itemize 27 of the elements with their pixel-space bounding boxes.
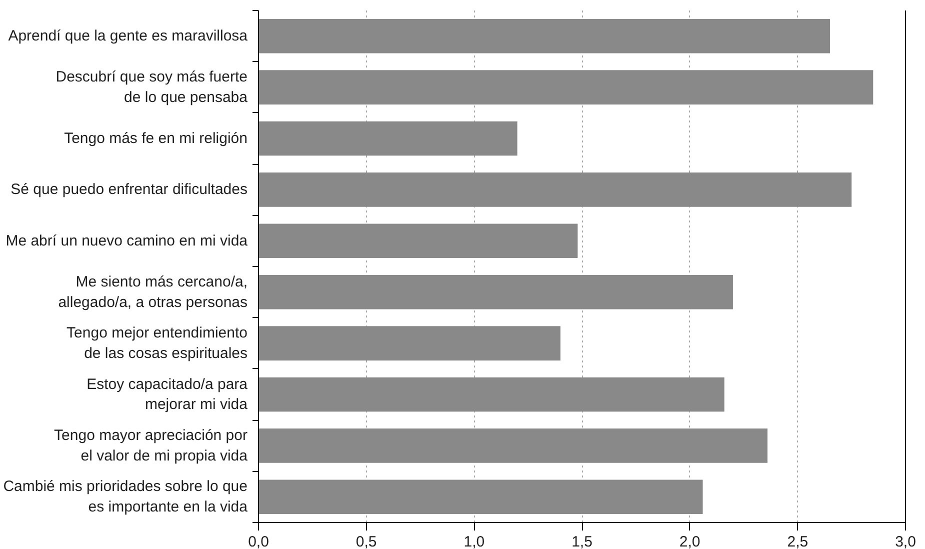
y-tick-label: Me siento más cercano/a, allegado/a, a otras personas	[58, 273, 248, 311]
y-tick-label: Tengo mayor apreciación por el valor de mi propia vida	[54, 427, 248, 464]
bar	[258, 224, 578, 258]
bar	[258, 480, 703, 514]
x-tick-label: 1,0	[464, 534, 485, 549]
x-tick-label: 2,0	[679, 534, 700, 549]
bar	[258, 18, 830, 54]
bar	[258, 274, 733, 310]
y-tick-label: Cambié mis prioridades sobre lo que es importante en la vida	[3, 478, 248, 516]
x-tick-label: 2,5	[787, 534, 808, 549]
y-tick-label: Sé que puedo enfrentar dificultades	[10, 181, 248, 198]
y-tick-label: Tengo más fe en mi religión	[64, 130, 248, 147]
bar	[258, 326, 560, 360]
bar	[258, 377, 724, 412]
y-tick-label: Descubrí que soy más fuerte de lo que pensaba	[56, 68, 248, 106]
bar	[258, 121, 518, 156]
bar	[258, 70, 874, 104]
x-tick-label: 3,0	[895, 534, 916, 549]
y-tick-label: Aprendí que la gente es maravillosa	[8, 28, 248, 45]
y-tick-label: Me abrí un nuevo camino en mi vida	[6, 232, 248, 250]
x-tick-label: 0,0	[248, 534, 269, 549]
bar	[258, 172, 852, 207]
x-tick-label: 0,5	[356, 534, 377, 549]
bar	[258, 428, 768, 463]
x-tick-label: 1,5	[572, 534, 592, 549]
y-tick-label: Estoy capacitado/a para mejorar mi vida	[86, 376, 248, 414]
y-tick-label: Tengo mejor entendimiento de las cosas espirituales	[66, 324, 248, 362]
